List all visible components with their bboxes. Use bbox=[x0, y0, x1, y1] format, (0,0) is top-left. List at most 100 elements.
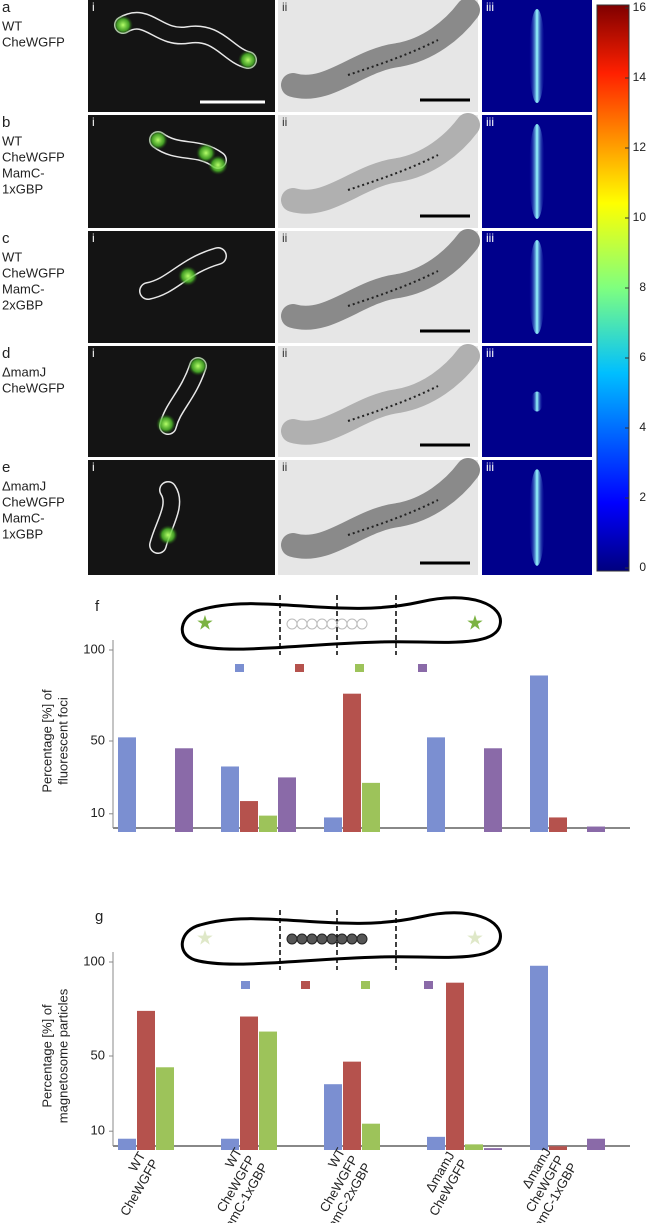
bar bbox=[324, 817, 342, 832]
magnetosome-chain bbox=[347, 270, 439, 307]
y-tick-label: 10 bbox=[91, 1123, 105, 1138]
panel-letter: f bbox=[95, 598, 100, 615]
magnetosome bbox=[296, 933, 308, 945]
series-swatch bbox=[418, 664, 427, 672]
magnetosome-chain bbox=[347, 39, 439, 76]
magnetosome bbox=[316, 933, 328, 945]
fluorescence-image bbox=[88, 115, 275, 228]
cell bbox=[148, 130, 228, 175]
magnetosome bbox=[326, 618, 338, 630]
row-label: WT bbox=[2, 133, 22, 148]
row-label: MamC- bbox=[2, 281, 45, 296]
bar bbox=[484, 748, 502, 832]
subpanel-number: ii bbox=[282, 346, 287, 360]
row-label: CheWGFP bbox=[2, 494, 65, 509]
series-swatch bbox=[295, 664, 304, 672]
bar bbox=[484, 1148, 502, 1150]
bar bbox=[362, 782, 380, 832]
magnetosome bbox=[356, 618, 368, 630]
cell-schematic bbox=[180, 911, 502, 966]
magnetosome bbox=[336, 933, 348, 945]
magnetosome-chain bbox=[347, 385, 439, 422]
bar bbox=[221, 1138, 239, 1150]
subpanel-number: i bbox=[92, 0, 95, 14]
panel-letter: g bbox=[95, 908, 103, 925]
cell bbox=[281, 344, 480, 445]
bar bbox=[156, 1067, 174, 1150]
subpanel-number: i bbox=[92, 231, 95, 245]
row-label: ΔmamJ bbox=[2, 364, 46, 379]
bar bbox=[118, 1138, 136, 1150]
row-label: MamC- bbox=[2, 165, 45, 180]
bar bbox=[259, 815, 277, 832]
subpanel-number: ii bbox=[282, 115, 287, 129]
magnetosome bbox=[336, 618, 348, 630]
fluorescence-image bbox=[88, 460, 275, 575]
bar bbox=[240, 801, 258, 832]
cell-inner bbox=[115, 13, 256, 68]
magnetosome-chain bbox=[347, 154, 439, 191]
y-tick-label: 100 bbox=[83, 641, 105, 656]
bar bbox=[240, 1016, 258, 1150]
bar bbox=[324, 1084, 342, 1150]
row-label: 2xGBP bbox=[2, 297, 43, 312]
panel-letter: a bbox=[2, 0, 11, 16]
row-label: CheWGFP bbox=[2, 380, 65, 395]
star: ★ bbox=[466, 927, 484, 949]
bar bbox=[530, 675, 548, 832]
row-label: WT bbox=[2, 249, 22, 264]
panel-letter: d bbox=[2, 345, 10, 362]
row-label: CheWGFP bbox=[2, 265, 65, 280]
gfp-focus bbox=[148, 130, 168, 150]
y-tick-label: 50 bbox=[91, 1047, 105, 1062]
cell bbox=[281, 229, 480, 330]
gfp-focus bbox=[188, 356, 208, 376]
subpanel-number: iii bbox=[486, 346, 494, 360]
heatmap-streak bbox=[531, 391, 543, 412]
heatmap-streak bbox=[529, 124, 545, 219]
gfp-focus bbox=[113, 15, 133, 35]
cell bbox=[139, 247, 227, 300]
fluorescence-image bbox=[88, 231, 275, 343]
magnetosome bbox=[306, 618, 318, 630]
bar bbox=[465, 1144, 483, 1150]
subpanel-number: i bbox=[92, 115, 95, 129]
bar bbox=[427, 737, 445, 832]
magnetosome bbox=[346, 933, 358, 945]
subpanel-number: iii bbox=[486, 115, 494, 129]
star: ★ bbox=[466, 612, 484, 634]
cell bbox=[281, 113, 480, 214]
cell-body bbox=[281, 0, 480, 99]
magnetosome bbox=[356, 933, 368, 945]
cell bbox=[149, 481, 181, 554]
bar bbox=[221, 766, 239, 832]
cell-body bbox=[281, 344, 480, 445]
bar bbox=[343, 1061, 361, 1150]
bar bbox=[278, 777, 296, 832]
y-tick-label: 100 bbox=[83, 953, 105, 968]
y-axis-label: Percentage [%] of bbox=[39, 1004, 54, 1108]
heatmap-streak bbox=[529, 469, 545, 566]
row-label: MamC- bbox=[2, 510, 45, 525]
y-tick-label: 10 bbox=[91, 805, 105, 820]
colorbar bbox=[596, 4, 630, 572]
panel-letter: b bbox=[2, 114, 10, 131]
subpanel-number: ii bbox=[282, 0, 287, 14]
series-swatch bbox=[301, 981, 310, 989]
cell-body bbox=[281, 229, 480, 330]
gfp-focus bbox=[208, 155, 228, 175]
magnetosome bbox=[286, 933, 298, 945]
magnetosome bbox=[296, 618, 308, 630]
subpanel-number: ii bbox=[282, 231, 287, 245]
series-swatch bbox=[424, 981, 433, 989]
y-axis-label: magnetosome particles bbox=[55, 988, 70, 1123]
colorbar-tick-label: 0 bbox=[639, 560, 646, 574]
row-label: CheWGFP bbox=[2, 34, 65, 49]
